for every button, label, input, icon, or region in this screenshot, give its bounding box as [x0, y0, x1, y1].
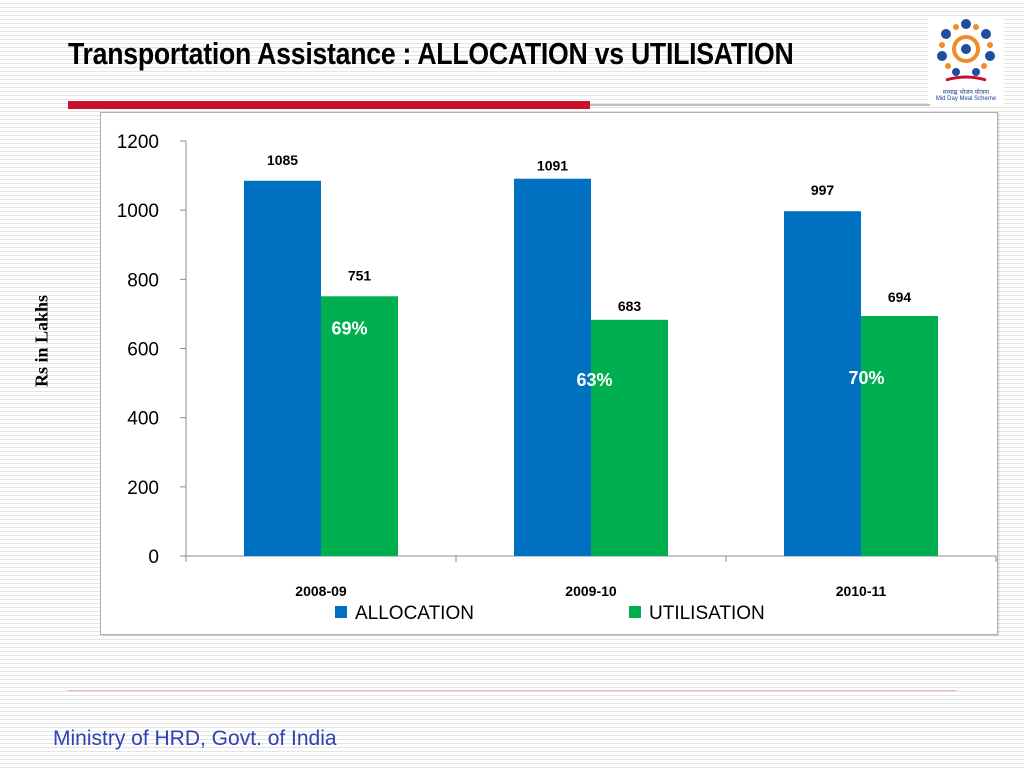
utilisation-bar [591, 319, 668, 556]
mid-day-meal-logo: मध्याह्न भोजन योजना Mid Day Meal Scheme [928, 16, 1004, 104]
footer-text: Ministry of HRD, Govt. of India [53, 727, 337, 750]
utilisation-percent-label: 63% [576, 370, 612, 390]
y-tick-label: 400 [127, 409, 159, 430]
page-title: Transportation Assistance : ALLOCATION v… [68, 36, 794, 71]
allocation-bar [784, 211, 861, 556]
y-tick-label: 600 [127, 340, 159, 361]
utilisation-bar [861, 315, 938, 556]
x-category-label: 2008-09 [295, 583, 347, 599]
title-underline-grey [590, 104, 930, 106]
y-axis-title: Rs in Lakhs [31, 294, 52, 388]
utilisation-bar [321, 296, 398, 556]
footer-divider [68, 690, 956, 691]
title-underline-red [68, 101, 590, 109]
logo-caption-english: Mid Day Meal Scheme [935, 96, 997, 102]
y-tick-label: 1000 [117, 201, 159, 222]
utilisation-percent-label: 69% [331, 318, 367, 338]
utilisation-value-label: 683 [618, 298, 642, 314]
y-tick-label: 200 [127, 478, 159, 499]
mid-day-meal-emblem-icon [937, 19, 995, 82]
y-tick-label: 0 [148, 547, 159, 568]
utilisation-value-label: 751 [348, 267, 372, 283]
y-tick-label: 800 [127, 270, 159, 291]
allocation-bar [244, 180, 321, 556]
legend-swatch-allocation [335, 606, 347, 618]
allocation-value-label: 1085 [267, 152, 298, 168]
x-category-label: 2009-10 [565, 583, 617, 599]
logo-caption-hindi: मध्याह्न भोजन योजना [942, 89, 990, 96]
legend-label-allocation: ALLOCATION [355, 603, 474, 624]
bar-chart: 0 200 400 600 800 1000 1200 1085 751 69% 2008-09 10… [117, 132, 997, 624]
allocation-bar [514, 178, 591, 556]
allocation-value-label: 1091 [537, 158, 568, 174]
legend-swatch-utilisation [629, 606, 641, 618]
y-tick-label: 1200 [117, 132, 159, 153]
chart-frame: 0 200 400 600 800 1000 1200 1085 751 69% 2008-09 10… [100, 112, 998, 635]
allocation-value-label: 997 [811, 182, 835, 198]
legend-label-utilisation: UTILISATION [649, 603, 765, 624]
utilisation-percent-label: 70% [848, 368, 884, 388]
utilisation-value-label: 694 [888, 289, 912, 305]
x-category-label: 2010-11 [836, 583, 887, 599]
